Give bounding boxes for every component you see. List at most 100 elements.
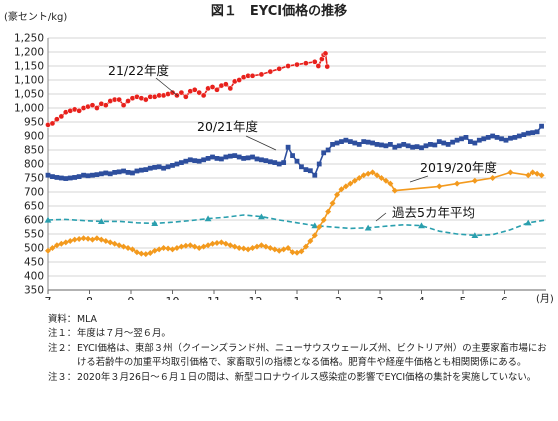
- data-point: [485, 135, 491, 140]
- data-point: [254, 156, 260, 162]
- data-point: [525, 172, 532, 179]
- data-point: [316, 161, 322, 167]
- data-point: [387, 180, 394, 187]
- data-point: [352, 140, 358, 146]
- y-tick-label: 600: [24, 215, 44, 227]
- data-point: [392, 144, 398, 150]
- data-point: [312, 172, 318, 178]
- annotation-leader: [409, 175, 429, 183]
- data-point: [49, 120, 56, 127]
- data-point: [370, 140, 375, 146]
- data-point: [303, 167, 309, 172]
- data-point: [250, 154, 255, 160]
- y-tick-label: 1,100: [14, 75, 44, 87]
- data-point: [121, 168, 126, 174]
- data-point: [489, 175, 496, 181]
- data-point: [508, 135, 513, 141]
- data-point: [116, 169, 122, 175]
- data-point: [98, 236, 105, 243]
- data-point: [454, 180, 461, 187]
- data-point: [276, 65, 283, 72]
- y-tick-label: 800: [24, 159, 44, 171]
- data-point: [303, 60, 309, 67]
- data-point: [151, 247, 158, 254]
- data-point: [116, 96, 122, 103]
- data-point: [285, 144, 291, 150]
- y-tick-label: 1,250: [14, 33, 44, 45]
- data-point: [236, 245, 243, 251]
- eyci-line-chart: 350 400 450 500 550 600 650 700 750 800 850 900 950 1…: [14, 33, 547, 300]
- data-point: [405, 143, 411, 149]
- data-point: [391, 187, 398, 194]
- data-point: [44, 216, 52, 223]
- data-point: [253, 243, 260, 250]
- data-point: [414, 144, 420, 150]
- data-point: [245, 246, 252, 253]
- data-point: [330, 142, 335, 147]
- data-point: [76, 174, 82, 179]
- data-point: [133, 249, 140, 256]
- data-point: [378, 175, 385, 181]
- data-point: [169, 246, 176, 253]
- y-tick-label: 1,150: [14, 61, 44, 73]
- y-tick-label: 500: [24, 243, 44, 255]
- data-point: [325, 147, 331, 153]
- data-point: [387, 142, 393, 147]
- y-tick-label: 350: [24, 285, 44, 297]
- data-point: [223, 154, 229, 160]
- data-point: [80, 235, 87, 242]
- x-tick-label: 8: [86, 295, 93, 300]
- series-0: [45, 50, 331, 128]
- data-point: [178, 89, 185, 96]
- data-point: [530, 130, 536, 136]
- data-point: [374, 142, 380, 147]
- data-point: [490, 133, 496, 139]
- data-point: [50, 174, 55, 179]
- y-tick-label: 1,200: [14, 47, 44, 59]
- data-point: [107, 171, 113, 177]
- data-point: [259, 157, 264, 163]
- data-point: [436, 183, 443, 190]
- data-point: [302, 243, 309, 250]
- data-point: [379, 142, 384, 148]
- y-tick-label: 400: [24, 271, 44, 283]
- series-annotation: 20/21年度: [197, 119, 259, 134]
- data-point: [219, 156, 224, 162]
- data-point: [321, 150, 327, 156]
- data-point: [94, 172, 100, 178]
- data-point: [396, 143, 402, 149]
- data-point: [294, 249, 300, 256]
- data-point: [499, 136, 504, 142]
- data-point: [76, 107, 82, 114]
- data-point: [272, 160, 278, 165]
- y-tick-label: 650: [24, 201, 44, 213]
- data-point: [210, 154, 215, 160]
- data-point: [529, 169, 536, 176]
- data-point: [258, 242, 265, 249]
- note-label: 注３：: [48, 371, 77, 383]
- data-point: [276, 161, 282, 167]
- data-point: [81, 172, 86, 178]
- data-point: [311, 232, 318, 239]
- y-tick-label: 450: [24, 257, 44, 269]
- note-row: 注１： 年度は７月～翌６月。: [48, 327, 548, 341]
- data-point: [191, 86, 198, 93]
- data-point: [534, 170, 541, 177]
- series-annotation: 21/22年度: [108, 63, 170, 78]
- x-tick-label: 9: [128, 295, 135, 300]
- data-point: [507, 169, 514, 176]
- data-point: [276, 247, 283, 254]
- data-point: [374, 172, 381, 179]
- data-point: [174, 161, 180, 167]
- annotation-leader: [245, 135, 277, 151]
- note-row: 資料： MLA: [48, 313, 548, 327]
- data-point: [49, 245, 56, 251]
- data-point: [231, 243, 238, 250]
- data-point: [170, 163, 175, 168]
- data-point: [156, 164, 162, 170]
- data-point: [58, 175, 64, 181]
- y-tick-label: 950: [24, 117, 44, 129]
- data-point: [315, 63, 322, 69]
- data-point: [369, 169, 376, 176]
- data-point: [338, 186, 345, 193]
